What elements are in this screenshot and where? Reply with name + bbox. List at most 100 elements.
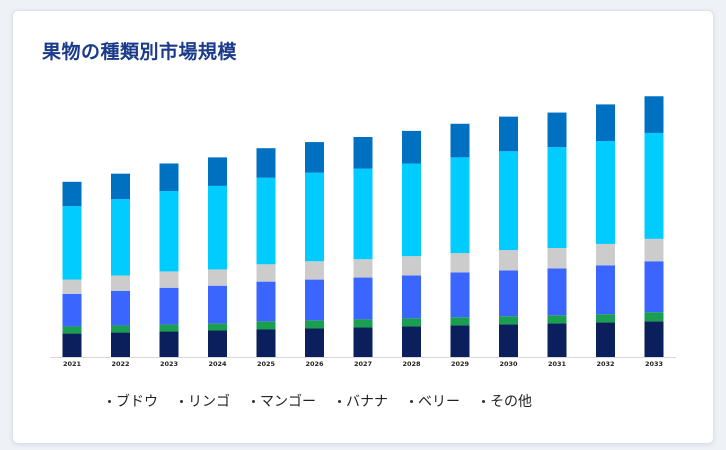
bar-segment-2023-5 bbox=[159, 163, 179, 191]
bar-segment-2031-2 bbox=[547, 268, 567, 316]
bar-segment-2028-3 bbox=[402, 256, 421, 276]
x-tick-label: 2026 bbox=[305, 360, 324, 368]
legend-item: その他 bbox=[482, 391, 532, 411]
x-tick-label: 2029 bbox=[451, 360, 470, 368]
bar-segment-2026-5 bbox=[305, 142, 324, 173]
bar-segment-2027-2 bbox=[353, 277, 373, 320]
bar-segment-2025-2 bbox=[256, 281, 276, 322]
x-tick-label: 2032 bbox=[596, 360, 614, 368]
bar-segment-2029-1 bbox=[450, 317, 470, 326]
chart-legend: ブドウ リンゴ マンゴー バナナ ベリー その他 bbox=[108, 391, 532, 411]
bar-segment-2032-0 bbox=[596, 322, 615, 357]
x-tick-label: 2024 bbox=[208, 360, 227, 368]
bar-segment-2029-0 bbox=[450, 325, 470, 357]
bar-segment-2027-5 bbox=[353, 137, 373, 169]
x-tick-label: 2023 bbox=[160, 360, 178, 368]
bar-segment-2025-1 bbox=[256, 321, 276, 330]
bar-segment-2028-1 bbox=[402, 318, 421, 327]
bar-segment-2033-0 bbox=[644, 321, 664, 357]
bar-segment-2032-1 bbox=[596, 314, 615, 323]
bar-segment-2026-0 bbox=[305, 328, 324, 357]
bar-segment-2024-0 bbox=[208, 330, 227, 357]
x-tick-label: 2031 bbox=[548, 360, 567, 368]
legend-bullet bbox=[108, 399, 111, 403]
bar-segment-2025-0 bbox=[256, 329, 276, 357]
bar-segment-2024-5 bbox=[208, 157, 227, 186]
bar-segment-2025-3 bbox=[256, 264, 276, 282]
bar-segment-2028-2 bbox=[402, 275, 421, 319]
legend-label: ブドウ bbox=[116, 394, 158, 410]
bar-segment-2031-1 bbox=[547, 315, 567, 324]
bar-segment-2021-1 bbox=[62, 326, 82, 334]
bar-segment-2024-1 bbox=[208, 323, 227, 331]
x-tick-label: 2030 bbox=[499, 360, 518, 368]
bar-segment-2022-4 bbox=[111, 199, 130, 276]
bar-segment-2030-0 bbox=[499, 324, 518, 357]
bar-segment-2029-5 bbox=[450, 123, 470, 158]
bar-segment-2026-3 bbox=[305, 261, 324, 280]
bar-segment-2032-2 bbox=[596, 265, 615, 315]
x-tick-label: 2033 bbox=[645, 360, 663, 368]
legend-bullet bbox=[410, 399, 413, 403]
bar-segment-2032-5 bbox=[596, 104, 615, 142]
bar-segment-2025-4 bbox=[256, 177, 276, 265]
bar-segment-2027-3 bbox=[353, 259, 373, 278]
legend-item: リンゴ bbox=[180, 391, 230, 411]
bar-segment-2022-0 bbox=[111, 332, 130, 357]
bar-segment-2031-0 bbox=[547, 323, 567, 357]
bar-segment-2033-3 bbox=[644, 238, 664, 262]
bar-segment-2021-2 bbox=[62, 293, 82, 327]
bar-segment-2022-2 bbox=[111, 290, 130, 326]
bar-segment-2032-3 bbox=[596, 243, 615, 266]
bar-segment-2024-3 bbox=[208, 269, 227, 286]
legend-bullet bbox=[338, 399, 341, 403]
bar-segment-2025-5 bbox=[256, 148, 276, 178]
x-tick-label: 2025 bbox=[257, 360, 276, 368]
bar-segment-2027-4 bbox=[353, 168, 373, 260]
x-tick-label: 2022 bbox=[111, 360, 129, 368]
bar-segment-2029-2 bbox=[450, 272, 470, 318]
legend-bullet bbox=[482, 399, 485, 403]
bar-segment-2030-1 bbox=[499, 316, 518, 325]
x-tick-label: 2027 bbox=[354, 360, 372, 368]
bar-segment-2022-1 bbox=[111, 325, 130, 333]
legend-label: バナナ bbox=[346, 394, 388, 410]
bar-segment-2024-4 bbox=[208, 185, 227, 270]
legend-label: リンゴ bbox=[188, 394, 230, 410]
bar-segment-2031-5 bbox=[547, 112, 567, 148]
legend-item: バナナ bbox=[338, 391, 388, 411]
bar-segment-2033-1 bbox=[644, 312, 664, 322]
bar-segment-2030-2 bbox=[499, 270, 518, 317]
legend-item: マンゴー bbox=[252, 391, 316, 411]
bar-segment-2033-4 bbox=[644, 132, 664, 239]
bar-segment-2030-4 bbox=[499, 151, 518, 251]
bar-segment-2030-3 bbox=[499, 250, 518, 271]
bar-segment-2028-5 bbox=[402, 130, 421, 164]
bar-segment-2024-2 bbox=[208, 285, 227, 324]
bar-segment-2022-5 bbox=[111, 173, 130, 200]
bar-segment-2032-4 bbox=[596, 141, 615, 244]
bar-segment-2030-5 bbox=[499, 116, 518, 152]
bar-segment-2021-3 bbox=[62, 279, 82, 294]
bar-segment-2023-2 bbox=[159, 287, 179, 325]
legend-label: その他 bbox=[490, 394, 532, 410]
legend-label: マンゴー bbox=[260, 394, 316, 410]
x-tick-label: 2028 bbox=[402, 360, 421, 368]
x-tick-label: 2021 bbox=[63, 360, 82, 368]
bar-segment-2021-4 bbox=[62, 206, 82, 280]
bar-segment-2023-3 bbox=[159, 271, 179, 288]
bar-segment-2031-3 bbox=[547, 248, 567, 269]
bar-segment-2027-0 bbox=[353, 327, 373, 357]
bar-segment-2026-4 bbox=[305, 172, 324, 262]
chart-title: 果物の種類別市場規模 bbox=[42, 41, 238, 63]
bar-segment-2023-1 bbox=[159, 324, 179, 332]
bar-segment-2023-4 bbox=[159, 190, 179, 272]
bar-segment-2029-4 bbox=[450, 157, 470, 254]
bar-segment-2026-2 bbox=[305, 279, 324, 321]
bar-segment-2031-4 bbox=[547, 147, 567, 249]
legend-item: ブドウ bbox=[108, 391, 158, 411]
bar-segment-2033-2 bbox=[644, 261, 664, 313]
legend-label: ベリー bbox=[418, 394, 460, 410]
bar-segment-2028-0 bbox=[402, 326, 421, 357]
